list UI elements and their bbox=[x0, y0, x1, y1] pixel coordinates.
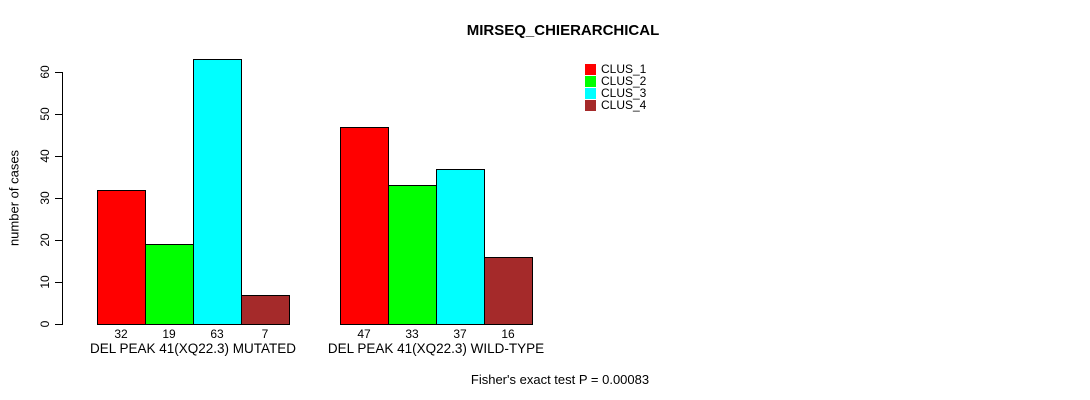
bar-value-label: 16 bbox=[501, 327, 515, 341]
legend-swatch-icon bbox=[585, 75, 596, 87]
y-axis-title: number of cases bbox=[6, 149, 22, 247]
bar-clus-1 bbox=[340, 127, 389, 325]
legend-swatch-icon bbox=[585, 99, 596, 111]
bar-clus-3 bbox=[193, 59, 242, 325]
category-label: DEL PEAK 41(XQ22.3) WILD-TYPE bbox=[327, 341, 545, 356]
bar-clus-4 bbox=[241, 295, 290, 325]
bar-clus-2 bbox=[145, 244, 194, 325]
legend-item-clus-3: CLUS_3 bbox=[585, 87, 646, 99]
y-axis-tick bbox=[55, 156, 62, 157]
legend-item-clus-4: CLUS_4 bbox=[585, 99, 646, 111]
fisher-test-annotation: Fisher's exact test P = 0.00083 bbox=[470, 372, 650, 387]
y-axis-tick bbox=[55, 198, 62, 199]
bar-value-label: 7 bbox=[261, 327, 269, 341]
legend-label: CLUS_2 bbox=[601, 74, 647, 88]
y-axis-tick-label: 30 bbox=[38, 191, 52, 205]
chart-title: MIRSEQ_CHIERARCHICAL bbox=[466, 22, 660, 39]
bar-clus-2 bbox=[388, 185, 437, 325]
y-axis-tick bbox=[55, 282, 62, 283]
legend-item-clus-1: CLUS_1 bbox=[585, 63, 646, 75]
legend-label: CLUS_3 bbox=[601, 86, 647, 100]
legend-swatch-icon bbox=[585, 63, 596, 75]
bar-clus-1 bbox=[97, 190, 146, 325]
legend-swatch-icon bbox=[585, 87, 596, 99]
legend-label: CLUS_4 bbox=[601, 98, 647, 112]
legend-item-clus-2: CLUS_2 bbox=[585, 75, 646, 87]
y-axis-tick bbox=[55, 324, 62, 325]
y-axis-tick-label: 0 bbox=[38, 320, 52, 328]
bar-value-label: 47 bbox=[357, 327, 371, 341]
bar-clus-3 bbox=[436, 169, 485, 325]
bar-value-label: 32 bbox=[114, 327, 128, 341]
y-axis-tick-label: 50 bbox=[38, 107, 52, 121]
bar-value-label: 33 bbox=[405, 327, 419, 341]
legend: CLUS_1 CLUS_2 CLUS_3 CLUS_4 bbox=[585, 63, 646, 111]
y-axis-line bbox=[62, 72, 63, 325]
y-axis-tick-label: 60 bbox=[38, 65, 52, 79]
legend-label: CLUS_1 bbox=[601, 62, 647, 76]
bar-value-label: 63 bbox=[210, 327, 224, 341]
y-axis-tick-label: 10 bbox=[38, 275, 52, 289]
y-axis-tick-label: 40 bbox=[38, 149, 52, 163]
category-label: DEL PEAK 41(XQ22.3) MUTATED bbox=[89, 341, 297, 356]
bar-value-label: 37 bbox=[453, 327, 467, 341]
y-axis-tick bbox=[55, 72, 62, 73]
y-axis-tick-label: 20 bbox=[38, 233, 52, 247]
bar-value-label: 19 bbox=[162, 327, 176, 341]
bar-clus-4 bbox=[484, 257, 533, 325]
y-axis-tick bbox=[55, 240, 62, 241]
y-axis-tick bbox=[55, 114, 62, 115]
